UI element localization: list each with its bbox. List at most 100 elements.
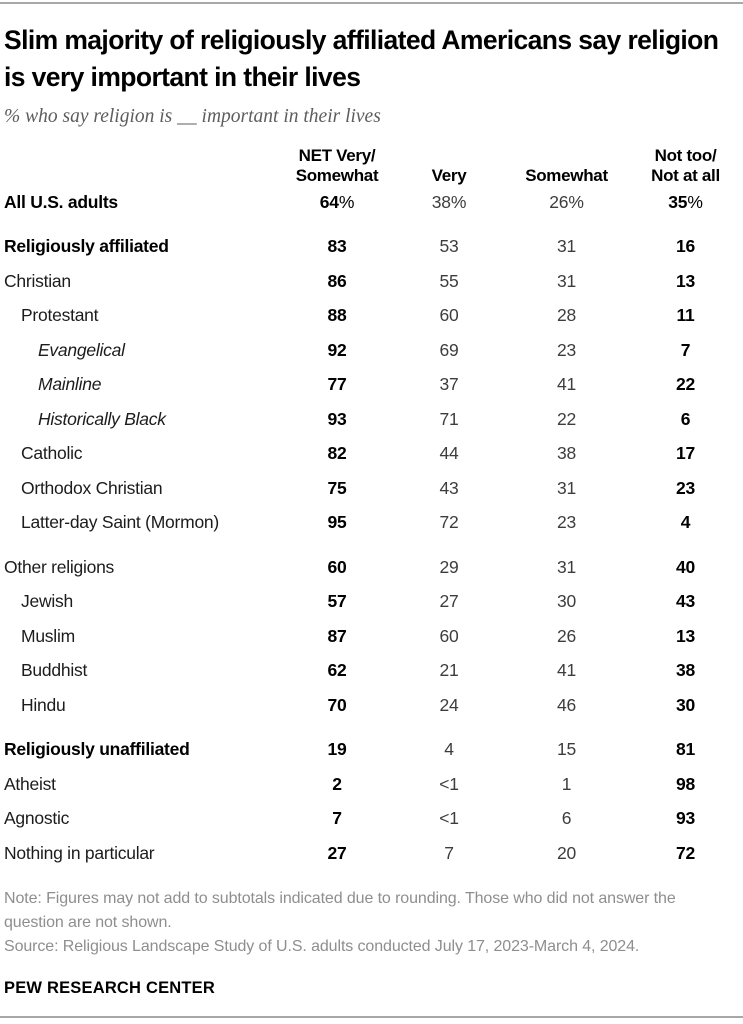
table-row: Buddhist 62 21 41 38 [4,654,738,689]
value-cell: 38 [509,443,624,464]
value-cell: 77 [285,374,389,395]
value-cell: 43 [389,478,509,499]
value: 26 [556,625,577,646]
value: 31 [556,477,577,498]
value: 98 [675,773,696,794]
value-cell: 11 [624,305,743,326]
column-header-somewhat: Somewhat [525,165,608,185]
row-label: Muslim [21,625,75,646]
table-row: Orthodox Christian 75 43 31 23 [4,471,738,506]
table-row: Latter-day Saint (Mormon) 95 72 23 4 [4,506,738,541]
value-cell: 93 [285,409,389,430]
value-cell: 86 [285,271,389,292]
table-row: Muslim 87 60 26 13 [4,619,738,654]
value-cell: 43 [624,591,743,612]
value: 19 [327,739,347,760]
value: 23 [675,477,696,498]
value: 43 [439,477,459,498]
value: 21 [439,660,459,681]
value: 4 [680,512,691,533]
row-label: Buddhist [21,660,88,681]
value-cell: 27 [389,591,509,612]
value-cell: 24 [389,695,509,716]
value: 24 [439,694,459,715]
table-header-row: NET Very/ Somewhat Very Somewhat Not too… [4,146,738,185]
footnotes: Note: Figures may not add to subtotals i… [4,887,738,959]
percent-sign: % [568,191,584,212]
table-row: Protestant 88 60 28 11 [4,299,738,334]
page-subtitle: % who say religion is __ important in th… [4,106,381,127]
value: <1 [439,773,459,794]
value: 7 [332,808,342,829]
value-cell: 28 [509,305,624,326]
value: 38 [556,443,577,464]
row-label: Religiously unaffiliated [4,739,190,760]
value-cell: 57 [285,591,389,612]
value: 22 [556,408,577,429]
data-table: NET Very/ Somewhat Very Somewhat Not too… [4,146,738,871]
value-cell: <1 [389,774,509,795]
value: 6 [561,808,572,829]
value: 2 [332,773,342,794]
value: 71 [439,408,459,429]
table-row: All U.S. adults 64% 38% 26% 35% [4,185,738,220]
value-cell: 83 [285,236,389,257]
value: 27 [439,591,459,612]
value: 41 [556,660,577,681]
value: 1 [561,773,572,794]
value-cell: 6 [624,409,743,430]
value: 53 [439,236,459,257]
value-cell: 7 [389,843,509,864]
value: 55 [439,270,459,291]
value: 15 [556,739,577,760]
column-header-net-very-somewhat: NET Very/ Somewhat [295,146,379,185]
value-cell: 31 [509,478,624,499]
row-label: Nothing in particular [4,842,155,863]
value: 60 [327,556,347,577]
value: 31 [556,236,577,257]
value-cell: 26% [509,192,624,213]
value-cell: 2 [285,774,389,795]
value: 37 [439,374,459,395]
value: 86 [327,270,347,291]
value-cell: 22 [509,409,624,430]
value-cell: 23 [624,478,743,499]
value: 46 [556,694,577,715]
value-cell: 98 [624,774,743,795]
value-cell: 88 [285,305,389,326]
value-cell: 75 [285,478,389,499]
row-label: Jewish [21,591,73,612]
value-cell: 30 [509,591,624,612]
value-cell: 60 [285,557,389,578]
table-row: Catholic 82 44 38 17 [4,437,738,472]
value-cell: 40 [624,557,743,578]
value: 93 [327,408,347,429]
value-cell: <1 [389,808,509,829]
table-row: Agnostic 7 <1 6 93 [4,802,738,837]
value-cell: 81 [624,739,743,760]
value: 81 [675,739,696,760]
row-label: Protestant [21,305,99,326]
value-cell: 44 [389,443,509,464]
value: 26 [549,191,569,212]
value-cell: 60 [389,305,509,326]
table-body: All U.S. adults 64% 38% 26% 35% Religiously a… [4,185,738,871]
value-cell: 60 [389,626,509,647]
row-label: Hindu [21,694,66,715]
value: 72 [675,842,696,863]
value-cell: 16 [624,236,743,257]
value: 72 [439,512,459,533]
value-cell: 82 [285,443,389,464]
value: 28 [556,305,577,326]
value: 41 [556,374,577,395]
value: 35 [668,191,688,212]
percent-sign: % [338,191,355,212]
value: 30 [675,694,696,715]
table-row: Nothing in particular 27 7 20 72 [4,836,738,871]
row-label: Historically Black [38,408,166,429]
note-text: Note: Figures may not add to subtotals i… [4,889,676,931]
value-cell: 35% [624,192,743,213]
value-cell: 38 [624,660,743,681]
value: 77 [327,374,347,395]
value: 62 [327,660,347,681]
